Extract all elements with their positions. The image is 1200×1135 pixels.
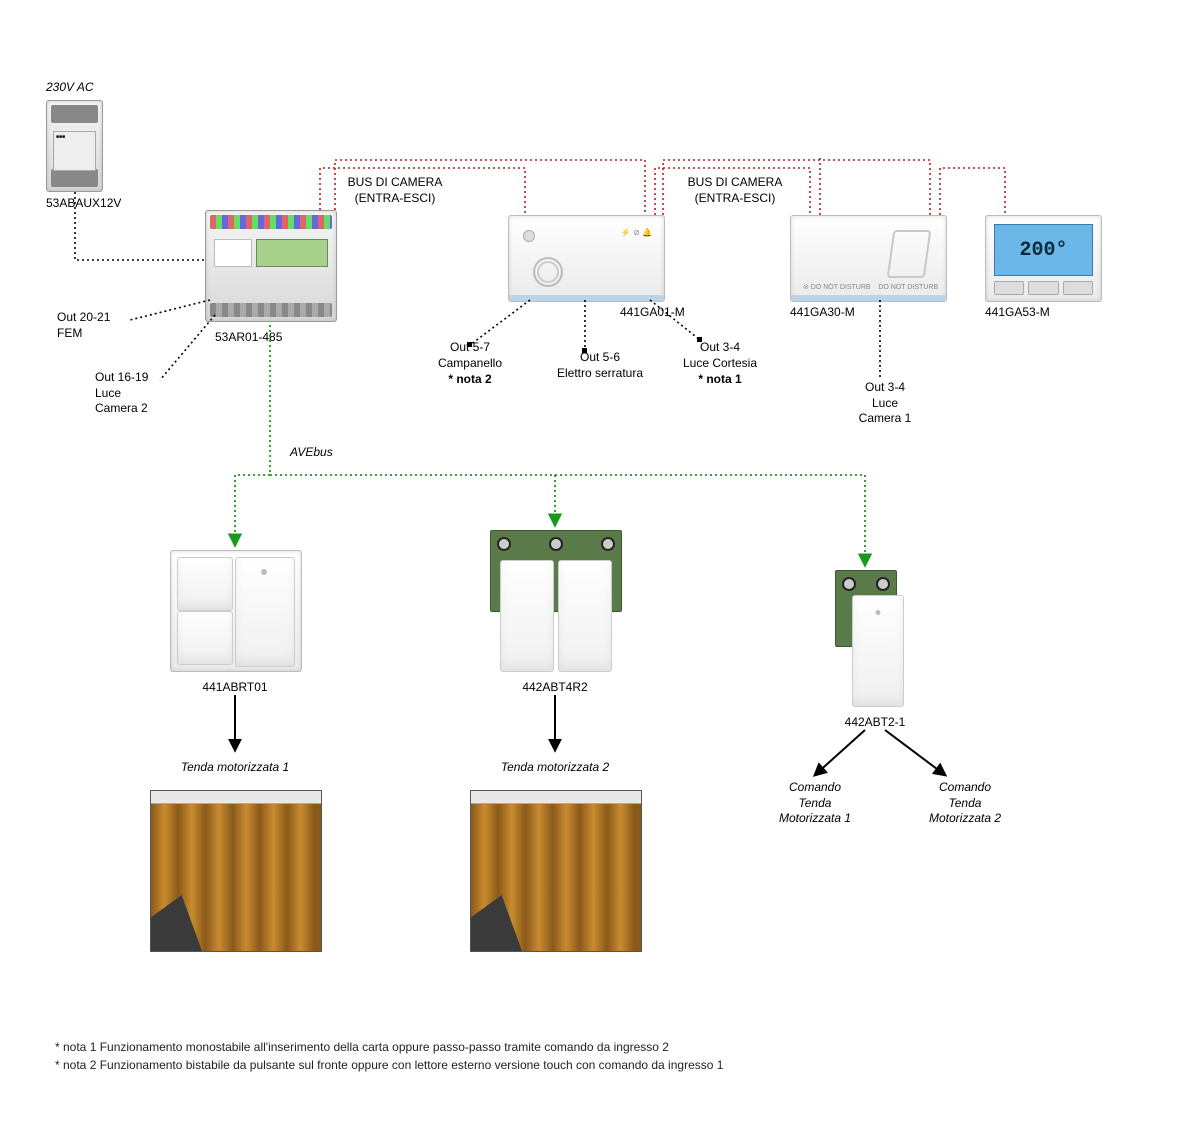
sw2-label: 442ABT4R2 [490,680,620,696]
device-reader2: ⊘ DO NOT DISTURB DO NOT DISTURB [790,215,947,302]
bus-label-2: BUS DI CAMERA (ENTRA-ESCI) [665,175,805,206]
diagram-canvas: 230V AC ■■■ 53ABAUX12V 53AR01-485 BUS DI… [0,0,1200,1135]
out5-7: Out 5-7 Campanello [420,340,520,371]
nota2-ref: * nota 2 [420,372,520,388]
cmd2-label: Comando Tenda Motorizzata 2 [910,780,1020,827]
tenda2-label: Tenda motorizzata 2 [470,760,640,776]
device-sw2-btn1 [500,560,554,672]
footnote-1: * nota 1 Funzionamento monostabile all'i… [55,1040,669,1054]
footnote-2: * nota 2 Funzionamento bistabile da puls… [55,1058,723,1072]
sw3-label: 442ABT2-1 [815,715,935,731]
device-psu: ■■■ [46,100,103,192]
curtain-img-1 [150,790,322,952]
device-sw3-btn [852,595,904,707]
curtain-img-2 [470,790,642,952]
bus-label-1: BUS DI CAMERA (ENTRA-ESCI) [325,175,465,206]
device-reader1: ⚡ ⊘ 🔔 [508,215,665,302]
controller-label: 53AR01-485 [215,330,282,346]
cmd1-label: Comando Tenda Motorizzata 1 [760,780,870,827]
nota1-ref: * nota 1 [660,372,780,388]
psu-label: 53ABAUX12V [46,196,121,212]
device-controller [205,210,337,322]
device-thermo: 200° [985,215,1102,302]
out3-4b: Out 3-4 Luce Camera 1 [840,380,930,427]
out5-6: Out 5-6 Elettro serratura [545,350,655,381]
out3-4a: Out 3-4 Luce Cortesia [660,340,780,371]
reader2-label: 441GA30-M [790,305,855,321]
thermo-display: 200° [994,224,1093,276]
out20-21: Out 20-21 FEM [57,310,110,341]
avebus-label: AVEbus [290,445,333,461]
device-sw2-btn2 [558,560,612,672]
thermo-label: 441GA53-M [985,305,1050,321]
label-230v: 230V AC [46,80,94,96]
device-sw1 [170,550,302,672]
tenda1-label: Tenda motorizzata 1 [150,760,320,776]
reader1-label: 441GA01-M [620,305,685,321]
sw1-label: 441ABRT01 [170,680,300,696]
out16-19: Out 16-19 Luce Camera 2 [95,370,148,417]
